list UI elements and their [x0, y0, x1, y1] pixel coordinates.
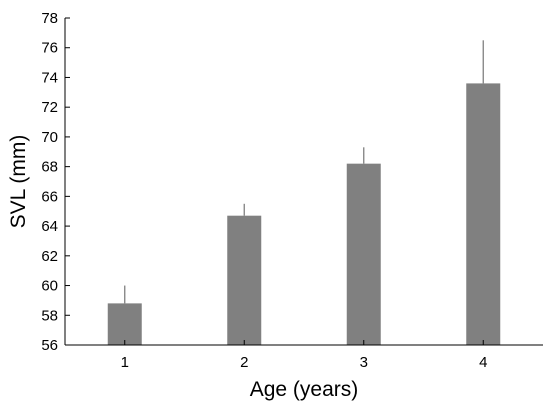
x-tick-label: 2 — [240, 354, 248, 371]
y-tick-label: 78 — [41, 10, 58, 27]
y-tick-label: 76 — [41, 40, 58, 57]
x-axis-title: Age (years) — [250, 378, 359, 401]
x-tick-label: 4 — [479, 354, 487, 371]
y-tick-label: 60 — [41, 278, 58, 295]
y-tick-label: 70 — [41, 129, 58, 146]
bar-age-3 — [346, 163, 381, 345]
bar-age-2 — [227, 215, 262, 345]
y-tick-label: 68 — [41, 159, 58, 176]
y-tick-label: 66 — [41, 188, 58, 205]
x-tick-label: 1 — [121, 354, 129, 371]
y-axis-title: SVL (mm) — [7, 135, 30, 229]
x-tick-label: 3 — [360, 354, 368, 371]
y-tick-label: 56 — [41, 337, 58, 354]
bar-age-1 — [107, 303, 142, 345]
y-axis-ticks: 56 58 60 62 64 66 68 70 72 74 76 78 — [41, 10, 70, 354]
y-tick-label: 62 — [41, 248, 58, 265]
y-tick-label: 64 — [41, 218, 58, 235]
error-bars — [124, 40, 484, 304]
y-tick-label: 74 — [41, 69, 58, 86]
y-tick-label: 58 — [41, 307, 58, 324]
bars — [107, 83, 501, 346]
x-axis-ticks: 1 2 3 4 — [121, 340, 487, 371]
y-tick-label: 72 — [41, 99, 58, 116]
bar-age-4 — [466, 83, 501, 346]
